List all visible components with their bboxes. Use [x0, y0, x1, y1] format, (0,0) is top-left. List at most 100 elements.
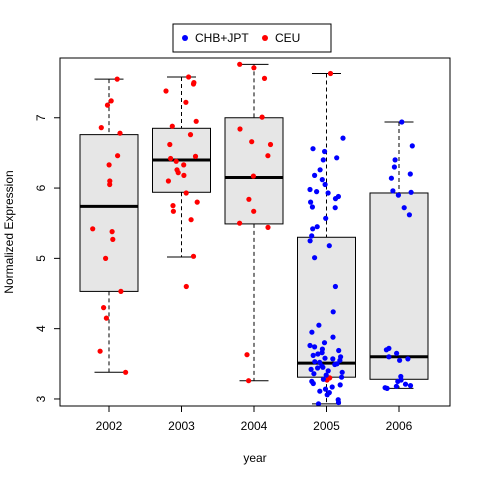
x-axis-title: year [243, 451, 266, 465]
point-chb-jpt [309, 233, 315, 239]
point-chb-jpt [339, 374, 345, 380]
point-chb-jpt [402, 381, 409, 387]
point-chb-jpt [399, 119, 405, 125]
point-ceu [97, 348, 103, 354]
point-chb-jpt [320, 157, 326, 163]
point-chb-jpt [317, 167, 323, 173]
point-chb-jpt [310, 352, 316, 358]
point-chb-jpt [309, 204, 315, 210]
point-chb-jpt [392, 157, 398, 163]
point-chb-jpt [405, 356, 411, 362]
point-chb-jpt [312, 344, 318, 350]
point-chb-jpt [322, 355, 328, 361]
point-chb-jpt [408, 189, 414, 195]
point-chb-jpt [393, 383, 399, 389]
point-chb-jpt [311, 371, 317, 377]
y-axis-title: Normalized Expression [2, 170, 16, 293]
point-chb-jpt [307, 186, 313, 193]
plot-frame [59, 57, 451, 407]
point-ceu [250, 173, 256, 179]
point-chb-jpt [325, 368, 331, 374]
point-ceu [251, 65, 257, 71]
point-ceu [168, 155, 174, 162]
point-ceu [237, 126, 243, 132]
point-chb-jpt [330, 309, 336, 315]
point-ceu [327, 70, 334, 77]
point-chb-jpt [394, 350, 400, 356]
point-ceu [98, 125, 104, 131]
point-ceu [193, 118, 199, 124]
point-chb-jpt [307, 238, 313, 244]
point-ceu [104, 102, 111, 108]
point-chb-jpt [308, 366, 314, 372]
point-ceu [107, 181, 113, 188]
point-chb-jpt [315, 351, 321, 357]
point-chb-jpt [307, 342, 313, 349]
point-ceu [181, 162, 187, 168]
point-ceu [175, 170, 181, 176]
point-chb-jpt [321, 340, 328, 346]
point-chb-jpt [332, 283, 338, 290]
point-ceu [103, 255, 109, 261]
x-tick-label: 2003 [168, 419, 195, 433]
point-ceu [244, 352, 250, 358]
point-chb-jpt [308, 199, 314, 205]
x-tick-label: 2002 [96, 419, 123, 433]
point-chb-jpt [323, 372, 329, 378]
point-ceu [170, 208, 176, 214]
point-chb-jpt [322, 386, 329, 392]
point-chb-jpt [332, 196, 339, 202]
point-chb-jpt [335, 399, 342, 406]
plot-area: 3 4 5 6 7 2002 2003 2004 2005 2006 [34, 57, 451, 433]
y-tick-label: 4 [34, 325, 48, 332]
box-2002 [79, 134, 139, 292]
point-ceu [237, 220, 243, 226]
point-ceu [265, 153, 271, 159]
point-ceu [190, 253, 197, 259]
point-chb-jpt [339, 369, 345, 375]
box-2005 [297, 236, 356, 378]
point-chb-jpt [329, 384, 335, 390]
point-ceu [261, 75, 268, 81]
point-ceu [165, 178, 171, 184]
point-ceu [108, 98, 114, 104]
point-ceu [109, 229, 115, 235]
point-chb-jpt [324, 392, 330, 398]
point-ceu [187, 132, 194, 138]
point-chb-jpt [386, 354, 392, 360]
point-chb-jpt [340, 135, 346, 141]
point-ceu [267, 141, 274, 148]
point-ceu [167, 141, 173, 148]
x-tick-label: 2006 [386, 419, 413, 433]
point-chb-jpt [391, 164, 397, 170]
point-chb-jpt [312, 255, 318, 261]
point-ceu [251, 208, 257, 214]
point-chb-jpt [406, 212, 412, 218]
point-chb-jpt [395, 378, 401, 384]
point-chb-jpt [384, 385, 390, 391]
point-chb-jpt [320, 364, 326, 370]
point-ceu [192, 153, 199, 159]
point-chb-jpt [337, 382, 343, 388]
legend-marker-ceu [262, 35, 268, 41]
point-chb-jpt [320, 376, 326, 382]
point-ceu [183, 190, 189, 196]
point-chb-jpt [316, 322, 322, 328]
point-chb-jpt [312, 172, 318, 178]
point-chb-jpt [332, 205, 338, 211]
point-chb-jpt [330, 356, 336, 362]
point-chb-jpt [317, 388, 323, 394]
point-chb-jpt [330, 334, 336, 340]
point-ceu [188, 217, 194, 223]
point-ceu [186, 74, 192, 80]
point-chb-jpt [319, 350, 325, 356]
point-chb-jpt [314, 224, 320, 230]
point-ceu [110, 236, 116, 242]
x-tick-label: 2005 [313, 419, 340, 433]
point-ceu [265, 224, 271, 230]
point-chb-jpt [310, 380, 316, 387]
point-ceu [115, 153, 121, 159]
point-ceu [118, 288, 124, 294]
point-ceu [114, 76, 120, 82]
